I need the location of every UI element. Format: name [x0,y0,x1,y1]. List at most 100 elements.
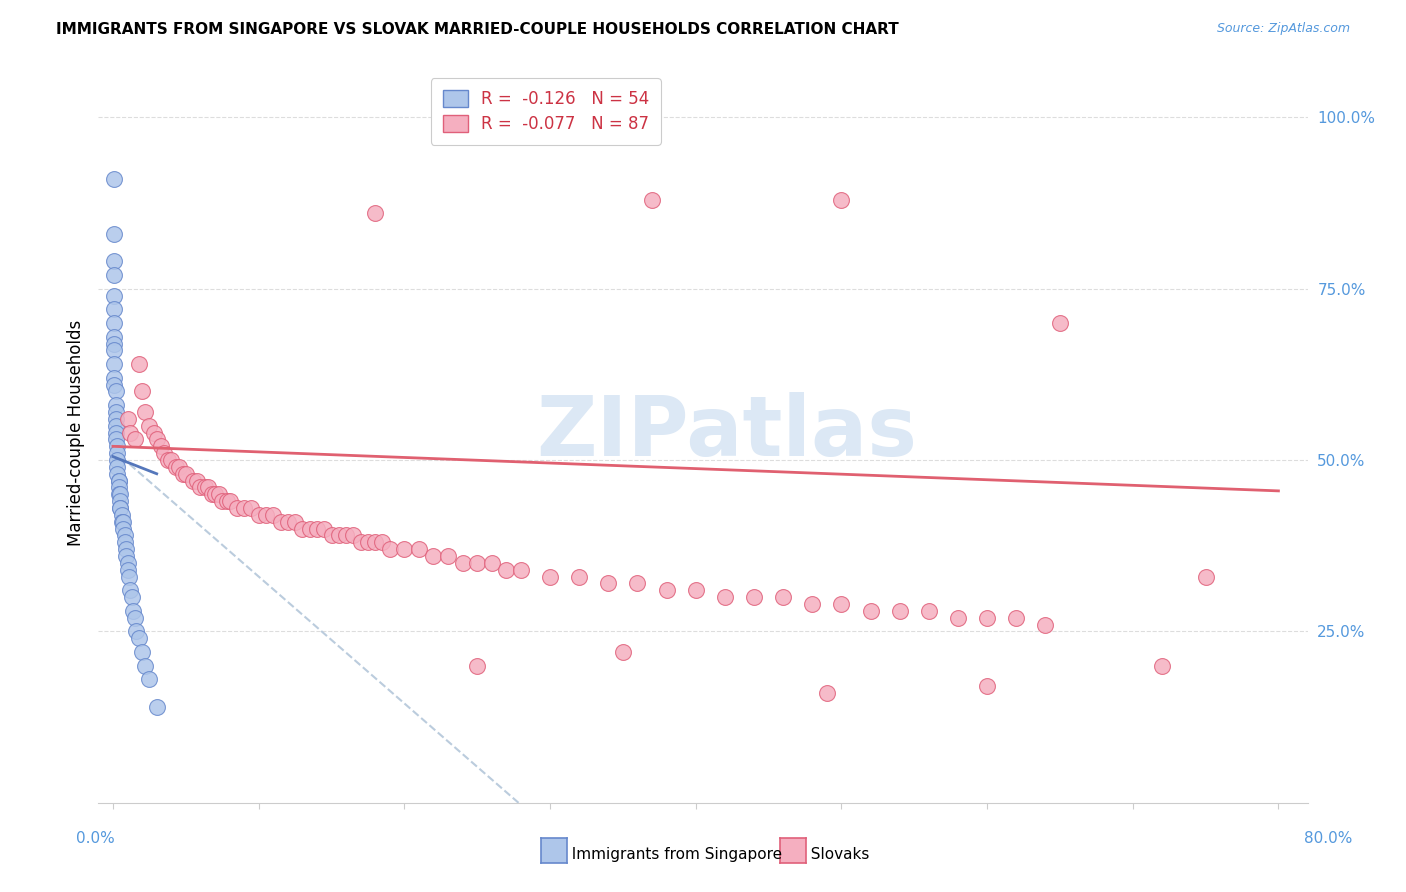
Point [946,610,969,624]
Point [291,522,314,536]
Point [859,604,882,618]
Point [103,254,125,268]
Point [103,377,125,392]
Point [110,501,132,516]
Point [685,583,707,598]
Point [364,535,387,549]
Point [408,542,430,557]
Point [204,487,226,501]
Point [150,439,173,453]
Point [167,459,190,474]
Point [284,515,307,529]
Point [104,398,127,412]
Point [976,679,998,693]
Point [364,206,387,220]
Point [889,604,911,618]
Point [830,193,852,207]
Point [114,535,136,549]
Point [108,474,131,488]
Point [247,508,270,522]
Point [1005,610,1028,624]
Point [105,459,128,474]
Point [160,453,183,467]
Point [103,316,125,330]
Point [104,412,127,426]
Point [134,405,156,419]
Point [335,528,357,542]
Point [262,508,284,522]
Point [481,556,503,570]
Point [134,658,156,673]
Point [138,673,160,687]
Point [157,453,180,467]
Text: Source: ZipAtlas.com: Source: ZipAtlas.com [1216,22,1350,36]
Point [422,549,444,563]
Point [451,556,474,570]
Point [131,645,153,659]
Point [194,480,217,494]
Point [131,384,153,399]
Point [641,193,664,207]
Point [121,590,143,604]
Text: ZIPatlas: ZIPatlas [537,392,918,473]
Point [112,515,135,529]
Point [215,494,238,508]
Text: IMMIGRANTS FROM SINGAPORE VS SLOVAK MARRIED-COUPLE HOUSEHOLDS CORRELATION CHART: IMMIGRANTS FROM SINGAPORE VS SLOVAK MARR… [56,22,898,37]
Point [254,508,277,522]
Point [128,632,150,646]
Point [120,583,142,598]
Point [172,467,194,481]
Text: 0.0%: 0.0% [76,831,115,846]
Point [110,487,132,501]
Point [112,522,135,536]
Point [270,515,292,529]
Text: 80.0%: 80.0% [1305,831,1353,846]
Point [117,556,139,570]
Text: Immigrants from Singapore: Immigrants from Singapore [562,847,783,862]
Point [357,535,380,549]
Point [626,576,648,591]
Point [110,494,132,508]
Point [138,418,160,433]
Point [142,425,165,440]
Point [103,227,125,241]
Point [124,610,146,624]
Point [145,433,167,447]
Point [108,487,131,501]
Point [111,515,134,529]
Point [1049,316,1071,330]
Point [104,425,127,440]
Point [103,172,125,186]
Point [120,425,142,440]
Point [103,302,125,317]
Point [181,474,204,488]
Point [110,501,132,516]
Point [233,501,256,516]
Point [371,535,394,549]
Point [103,343,125,358]
Point [1194,569,1216,583]
Legend: R =  -0.126   N = 54, R =  -0.077   N = 87: R = -0.126 N = 54, R = -0.077 N = 87 [430,78,661,145]
Point [918,604,941,618]
Point [114,528,136,542]
Point [211,494,233,508]
Point [598,576,620,591]
Point [103,371,125,385]
Point [118,569,141,583]
Point [117,563,139,577]
Point [115,549,138,563]
Point [128,357,150,371]
Point [122,604,145,618]
Point [104,433,127,447]
Point [104,384,127,399]
Point [115,542,138,557]
Point [218,494,240,508]
Point [394,542,416,557]
Point [104,418,127,433]
Point [328,528,350,542]
Point [125,624,148,639]
Point [124,433,146,447]
Point [568,569,591,583]
Point [190,480,212,494]
Point [538,569,561,583]
